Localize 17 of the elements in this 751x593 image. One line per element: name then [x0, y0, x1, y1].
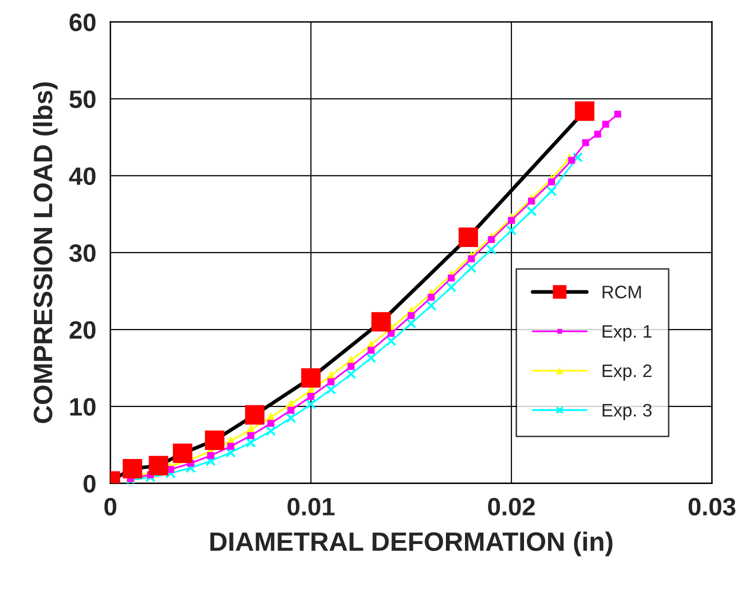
x-tick-label: 0.03 [688, 498, 736, 516]
legend-label: Exp. 1 [602, 325, 652, 342]
x-tick-label: 0.02 [488, 498, 535, 516]
legend-label: Exp. 3 [602, 404, 652, 420]
y-tick-label: 10 [70, 398, 96, 416]
legend-label: Exp. 2 [602, 364, 652, 381]
y-tick-label: 0 [84, 474, 96, 493]
y-tick-label: 50 [69, 90, 96, 108]
x-tick-label: 0.01 [288, 498, 335, 516]
y-axis-title: COMPRESSION LOAD (lbs) [32, 82, 58, 424]
y-tick-label: 40 [69, 167, 96, 186]
x-axis-title: DIAMETRAL DEFORMATION (in) [210, 532, 612, 556]
legend-label: RCM [602, 286, 641, 298]
x-tick-label: 0 [104, 498, 116, 516]
y-tick-label: 60 [70, 14, 96, 32]
y-tick-label: 20 [70, 321, 96, 339]
y-tick-label: 30 [69, 244, 96, 262]
